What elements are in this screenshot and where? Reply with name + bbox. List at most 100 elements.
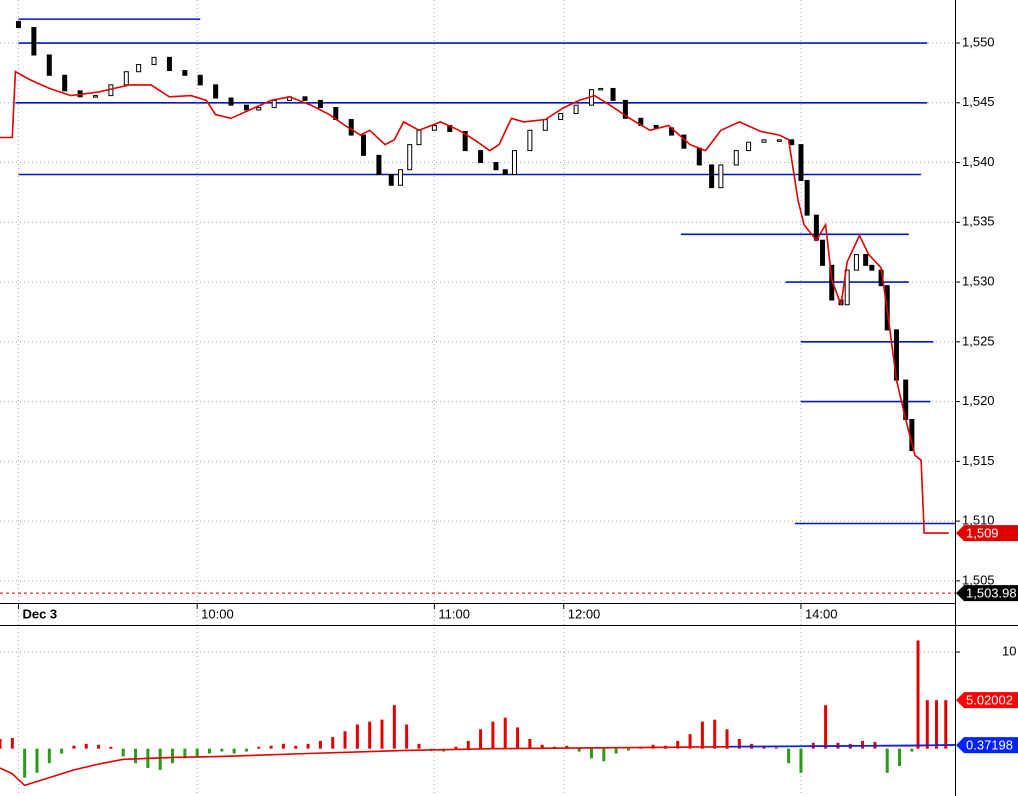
candle bbox=[573, 104, 579, 115]
indicator-line bbox=[730, 744, 956, 748]
histogram-bar bbox=[787, 748, 791, 764]
histogram-bar bbox=[516, 727, 520, 749]
y-tick-label: 1,550 bbox=[962, 34, 995, 49]
x-tick-label: 11:00 bbox=[438, 606, 470, 621]
histogram-bar bbox=[331, 737, 335, 749]
histogram-bar bbox=[491, 721, 495, 749]
candle bbox=[733, 150, 739, 166]
candle bbox=[598, 87, 604, 91]
candle bbox=[62, 74, 68, 92]
candle bbox=[31, 26, 37, 56]
histogram-bar bbox=[466, 740, 470, 749]
histogram-bar bbox=[220, 748, 224, 752]
candle bbox=[302, 96, 308, 101]
histogram-bar bbox=[944, 700, 948, 749]
candle bbox=[166, 56, 172, 72]
histogram-bar bbox=[774, 747, 778, 749]
histogram-bar bbox=[47, 748, 51, 764]
candle bbox=[348, 119, 354, 136]
price-tag bbox=[956, 525, 1018, 542]
candle bbox=[798, 144, 804, 181]
candle bbox=[271, 99, 277, 109]
candle bbox=[622, 99, 628, 119]
candle bbox=[388, 174, 394, 186]
candle bbox=[151, 56, 157, 66]
candle bbox=[317, 99, 323, 109]
candle bbox=[869, 264, 875, 271]
histogram-bar bbox=[72, 745, 76, 749]
candle bbox=[46, 54, 52, 76]
price-tag-label: 1,509 bbox=[966, 526, 999, 541]
histogram-bar bbox=[688, 734, 692, 749]
histogram-bar bbox=[0, 739, 2, 749]
histogram-bar bbox=[23, 748, 27, 778]
candle bbox=[15, 21, 21, 28]
histogram-bar bbox=[355, 724, 359, 749]
candle bbox=[718, 164, 724, 189]
histogram-bar bbox=[405, 724, 409, 749]
histogram-bar bbox=[700, 721, 704, 749]
histogram-bar bbox=[306, 743, 310, 749]
histogram-bar bbox=[861, 740, 865, 749]
histogram-bar bbox=[898, 748, 902, 767]
candle bbox=[776, 139, 782, 142]
candle bbox=[493, 162, 499, 171]
histogram-bar bbox=[737, 739, 741, 749]
y-tick-label: 1,545 bbox=[962, 94, 995, 109]
candle bbox=[820, 239, 826, 266]
candle bbox=[746, 141, 752, 152]
candle bbox=[397, 169, 403, 186]
histogram-bar bbox=[799, 748, 803, 773]
x-tick-label: Dec 3 bbox=[22, 606, 57, 621]
candle bbox=[558, 113, 564, 121]
histogram-bar bbox=[589, 748, 593, 759]
histogram-bar bbox=[343, 731, 347, 749]
candle bbox=[478, 150, 484, 164]
histogram-bar bbox=[60, 748, 64, 754]
price-tag-label: 5.02002 bbox=[966, 693, 1013, 708]
x-tick-label: 12:00 bbox=[568, 606, 601, 621]
histogram-bar bbox=[121, 748, 125, 757]
candle bbox=[696, 147, 702, 166]
candle bbox=[610, 87, 616, 101]
price-tag bbox=[956, 585, 1018, 602]
candle bbox=[789, 139, 795, 146]
histogram-bar bbox=[454, 746, 458, 749]
candle bbox=[256, 107, 262, 111]
candle bbox=[527, 129, 533, 152]
candle bbox=[761, 139, 767, 143]
y-tick-label: 1,510 bbox=[962, 513, 995, 528]
histogram-bar bbox=[294, 745, 298, 749]
candle bbox=[361, 134, 367, 156]
candle bbox=[243, 104, 249, 111]
candle bbox=[123, 71, 129, 86]
histogram-bar bbox=[565, 745, 569, 749]
histogram-bar bbox=[910, 748, 914, 752]
histogram-bar bbox=[158, 748, 162, 770]
histogram-bar bbox=[232, 748, 236, 754]
histogram-bar bbox=[392, 705, 396, 749]
histogram-bar bbox=[824, 705, 828, 749]
candle bbox=[197, 74, 203, 86]
price-tag-label: 1,503.98 bbox=[966, 586, 1017, 601]
histogram-bar bbox=[134, 748, 138, 764]
histogram-bar bbox=[281, 743, 285, 749]
candle bbox=[502, 169, 508, 176]
histogram-bar bbox=[479, 729, 483, 749]
candle bbox=[462, 130, 468, 152]
candle bbox=[511, 150, 517, 176]
histogram-bar bbox=[925, 700, 929, 749]
candle bbox=[376, 154, 382, 176]
candle bbox=[863, 254, 869, 266]
candle bbox=[407, 144, 413, 171]
candle bbox=[213, 84, 219, 99]
candle bbox=[416, 129, 422, 146]
histogram-bar bbox=[713, 719, 717, 749]
histogram-bar bbox=[195, 748, 199, 757]
y-tick-label: 1,505 bbox=[962, 572, 995, 587]
histogram-bar bbox=[109, 746, 113, 749]
y-tick-label: 10 bbox=[1002, 643, 1016, 658]
y-tick-label: 1,530 bbox=[962, 274, 995, 289]
indicator-line bbox=[0, 70, 949, 534]
